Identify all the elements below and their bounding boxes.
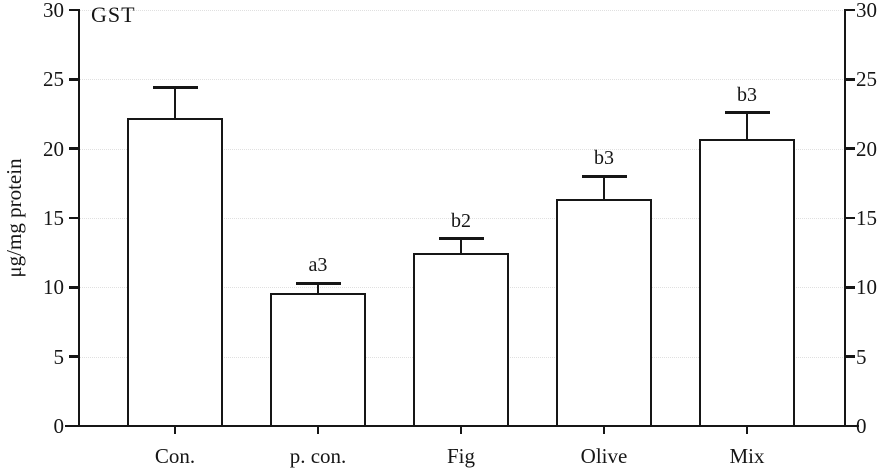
y-tick-label-left-25: 25 [43, 67, 64, 92]
y-tick-label-left-0: 0 [53, 414, 65, 438]
y-axis-right [843, 9, 847, 427]
error-bar-cap-Con. [152, 86, 198, 90]
y-tick-left-20 [68, 147, 78, 150]
y-tick-right-20 [846, 147, 856, 150]
annotation-Olive: b3 [594, 147, 614, 170]
y-tick-label-right-5: 5 [856, 344, 867, 369]
x-tick-label-Mix: Mix [729, 444, 765, 468]
error-bar-stem-Olive [602, 176, 606, 199]
error-bar-cap-p. con. [295, 281, 341, 285]
y-tick-right-25 [846, 78, 856, 81]
y-tick-label-left-10: 10 [43, 275, 64, 300]
bar-p. con. [270, 292, 366, 427]
y-tick-label-right-25: 25 [856, 67, 877, 92]
y-tick-left-5 [68, 355, 78, 358]
error-bar-stem-Fig [459, 238, 463, 253]
annotation-Fig: b2 [451, 209, 471, 232]
annotation-Mix: b3 [737, 83, 757, 106]
x-tick-label-Fig: Fig [446, 444, 475, 468]
bar-Olive [556, 198, 652, 427]
y-axis-left [77, 9, 81, 427]
error-bar-stem-Mix [745, 112, 749, 139]
y-axis-label: μg/mg protein [2, 158, 26, 278]
y-tick-label-right-30: 30 [856, 0, 877, 22]
error-bar-stem-Con. [173, 87, 177, 119]
x-tick-label-Con.: Con. [154, 444, 196, 468]
x-tick-Con. [173, 426, 177, 434]
y-tick-right-15 [846, 216, 856, 220]
y-tick-left-30 [68, 8, 78, 12]
y-tick-right-30 [846, 8, 856, 12]
y-tick-left-10 [68, 286, 78, 289]
gridline-20 [79, 148, 845, 150]
y-tick-left-0 [68, 424, 78, 428]
gridline-25 [79, 79, 845, 81]
x-tick-label-p. con.: p. con. [289, 444, 347, 468]
y-tick-label-left-30: 30 [43, 0, 64, 22]
x-tick-p. con. [316, 426, 320, 434]
y-tick-label-left-20: 20 [43, 136, 64, 161]
error-bar-cap-Mix [724, 111, 770, 115]
y-tick-label-right-0: 0 [856, 414, 867, 438]
y-tick-right-5 [846, 355, 856, 358]
y-tick-label-left-5: 5 [53, 344, 65, 369]
y-tick-label-left-15: 15 [43, 206, 64, 230]
y-tick-right-10 [846, 286, 856, 289]
x-tick-Olive [602, 426, 606, 434]
x-tick-Mix [745, 426, 749, 434]
bar-Con. [127, 118, 223, 427]
chart-title: GST [91, 2, 136, 27]
x-axis [65, 424, 859, 428]
y-tick-left-25 [68, 78, 78, 81]
y-tick-label-right-10: 10 [856, 275, 877, 300]
error-bar-cap-Olive [581, 174, 627, 178]
y-tick-left-15 [68, 216, 78, 220]
bar-Fig [413, 252, 509, 427]
error-bar-stem-p. con. [316, 283, 320, 293]
bar-Mix [699, 138, 795, 427]
y-tick-label-right-20: 20 [856, 136, 877, 161]
x-tick-Fig [459, 426, 463, 434]
x-tick-label-Olive: Olive [580, 444, 628, 468]
gridline-30 [79, 10, 845, 11]
error-bar-cap-Fig [438, 237, 484, 241]
annotation-p. con.: a3 [308, 254, 328, 277]
y-tick-right-0 [846, 424, 856, 428]
y-tick-label-right-15: 15 [856, 206, 877, 230]
gridline-15 [79, 218, 845, 219]
